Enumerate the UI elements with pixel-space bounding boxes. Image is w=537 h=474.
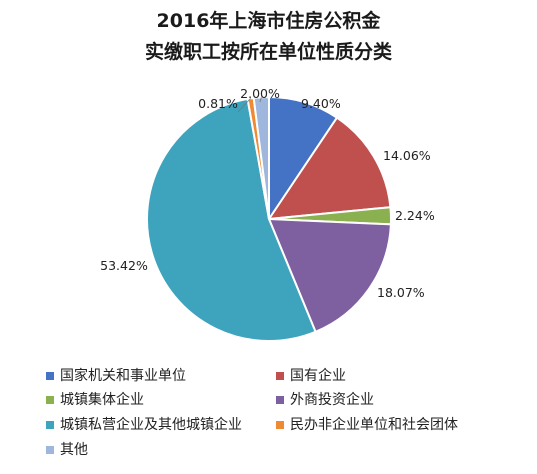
chart-subtitle: 实缴职工按所在单位性质分类: [144, 41, 392, 63]
legend-item-government-institutions: 国家机关和事业单位: [46, 367, 186, 385]
legend-item-state-owned: 国有企业: [276, 367, 346, 385]
data-label-government-institutions: 9.40%: [301, 96, 341, 111]
pie-slice-private-and-other: [146, 97, 317, 342]
legend-swatch: [46, 421, 54, 429]
data-label-private-and-other: 53.42%: [100, 258, 148, 273]
legend-swatch: [276, 372, 284, 380]
legend-swatch: [46, 446, 54, 454]
legend-item-urban-collective: 城镇集体企业: [46, 391, 144, 409]
legend-label: 城镇私营企业及其他城镇企业: [60, 417, 242, 433]
data-label-non-profit-orgs: 0.81%: [198, 96, 238, 111]
data-label-foreign-invested: 18.07%: [377, 285, 425, 300]
legend-label: 国有企业: [290, 368, 346, 384]
legend-label: 外商投资企业: [290, 392, 374, 408]
legend-label: 城镇集体企业: [60, 392, 144, 408]
legend-item-non-profit-orgs: 民办非企业单位和社会团体: [276, 416, 458, 434]
pie-slice-foreign-invested: [267, 217, 392, 334]
leader-line-other: [259, 97, 262, 103]
leader-line-non-profit-orgs: [237, 98, 251, 113]
legend-item-private-and-other: 城镇私营企业及其他城镇企业: [46, 416, 242, 434]
legend-item-foreign-invested: 外商投资企业: [276, 391, 374, 409]
pie-slice-state-owned: [266, 116, 392, 221]
legend-swatch: [276, 421, 284, 429]
legend-label: 国家机关和事业单位: [60, 368, 186, 384]
data-label-other: 2.00%: [240, 86, 280, 101]
legend-item-other: 其他: [46, 441, 88, 459]
data-label-urban-collective: 2.24%: [395, 208, 435, 223]
legend-label: 其他: [60, 442, 88, 458]
legend-label: 民办非企业单位和社会团体: [290, 417, 458, 433]
legend-swatch: [46, 372, 54, 380]
data-label-state-owned: 14.06%: [383, 148, 431, 163]
chart-title: 2016年上海市住房公积金: [156, 10, 381, 32]
legend-swatch: [46, 396, 54, 404]
legend-swatch: [276, 396, 284, 404]
pie-slice-other: [252, 95, 270, 220]
